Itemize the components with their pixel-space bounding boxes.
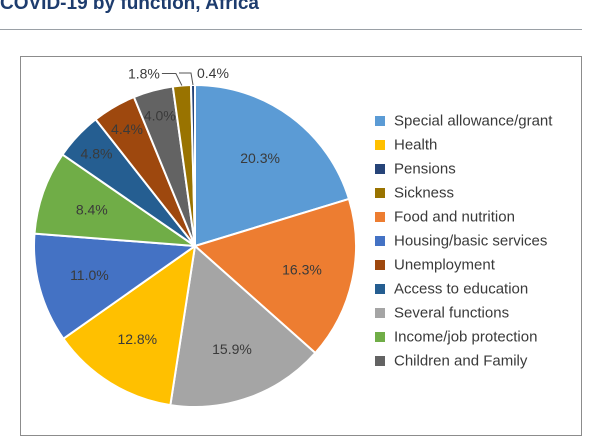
slice-label-housing-basic-services: 11.0%: [70, 267, 109, 283]
legend-label-several-functions: Several functions: [394, 305, 509, 322]
legend-label-pensions: Pensions: [394, 161, 456, 178]
legend-swatch-housing-basic-services: [375, 236, 385, 246]
pie-slice-food-and-nutrition: [194, 197, 357, 354]
slice-label-children-and-family: 4.0%: [144, 107, 176, 123]
legend-swatch-health: [375, 140, 385, 150]
legend-swatch-special-allowance-grant: [375, 116, 385, 126]
legend-swatch-unemployment: [375, 260, 385, 270]
title-divider: [0, 29, 582, 30]
pie-chart: 20.3% 16.3% 15.9% 12.8% 11.0% 8.4% 4.8% 4.4%4.0…: [33, 65, 553, 408]
slice-label-access-to-education: 4.8%: [81, 145, 113, 161]
legend-swatch-income-job-protection: [375, 332, 385, 342]
callout-line-sickness: [161, 73, 183, 86]
slice-label-special-allowance-grant: 20.3%: [240, 150, 280, 166]
legend-label-income-job-protection: Income/job protection: [394, 329, 537, 346]
callout-line-pensions: [179, 72, 194, 86]
legend-label-sickness: Sickness: [394, 185, 454, 202]
page-title: COVID-19 by function, Africa: [0, 0, 259, 14]
legend-label-special-allowance-grant: Special allowance/grant: [394, 113, 553, 130]
slice-label-food-and-nutrition: 16.3%: [282, 261, 322, 277]
pie-slice-housing-basic-services: [33, 232, 196, 340]
chart-legend: Special allowance/grant Health Pensions Sic…: [375, 113, 553, 370]
legend-label-housing-basic-services: Housing/basic services: [394, 233, 547, 250]
pie-slices: [33, 83, 357, 408]
pie-slice-several-functions: [169, 245, 317, 408]
callout-label-pensions: 0.4%: [197, 65, 229, 81]
slice-label-unemployment: 4.4%: [111, 121, 143, 137]
pie-labels: 20.3% 16.3% 15.9% 12.8% 11.0% 8.4% 4.8% 4.4%4.0…: [70, 65, 322, 357]
legend-swatch-food-and-nutrition: [375, 212, 385, 222]
pie-slice-income-job-protection: [33, 153, 196, 247]
chart-frame: 20.3% 16.3% 15.9% 12.8% 11.0% 8.4% 4.8% 4.4% 4.0…: [20, 56, 582, 436]
slice-label-several-functions: 15.9%: [212, 341, 252, 357]
pie-slice-health: [62, 245, 196, 407]
pie-slice-special-allowance-grant: [194, 84, 350, 247]
legend-swatch-pensions: [375, 164, 385, 174]
legend-label-children-and-family: Children and Family: [394, 353, 528, 370]
legend-label-health: Health: [394, 137, 437, 154]
slice-label-income-job-protection: 8.4%: [76, 201, 108, 217]
legend-label-food-and-nutrition: Food and nutrition: [394, 209, 515, 226]
slice-label-health: 12.8%: [117, 331, 157, 347]
legend-label-unemployment: Unemployment: [394, 257, 496, 274]
legend-label-access-to-education: Access to education: [394, 281, 528, 298]
callout-label-sickness: 1.8%: [128, 66, 160, 82]
legend-swatch-children-and-family: [375, 356, 385, 366]
legend-swatch-several-functions: [375, 308, 385, 318]
legend-swatch-access-to-education: [375, 284, 385, 294]
pie-slice-pensions: [189, 83, 196, 247]
legend-swatch-sickness: [375, 188, 385, 198]
